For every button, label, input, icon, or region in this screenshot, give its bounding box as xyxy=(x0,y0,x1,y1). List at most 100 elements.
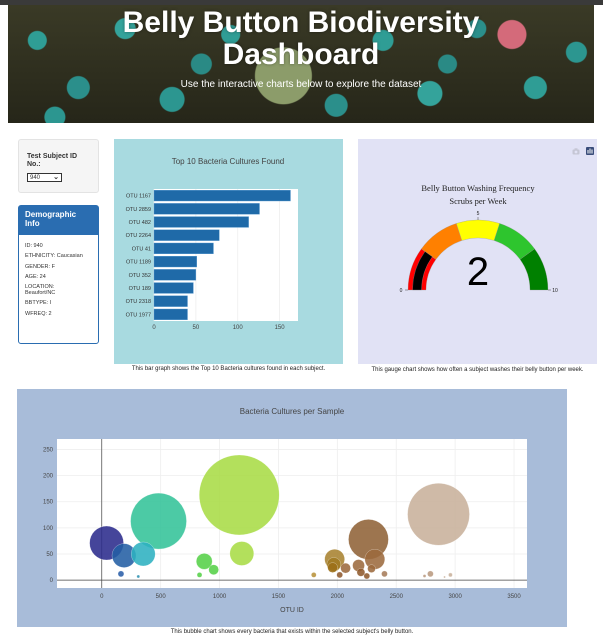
bubble-y-tick: 100 xyxy=(43,526,54,532)
bubble[interactable] xyxy=(407,483,470,546)
bar-x-tick: 100 xyxy=(233,325,244,331)
bar[interactable] xyxy=(153,308,188,321)
bar-y-label: OTU 1167 xyxy=(126,194,151,200)
bubble-chart-panel: Bacteria Cultures per Sample 0 500 1000 1500… xyxy=(17,389,567,627)
demographic-info-heading: Demographic Info xyxy=(19,206,98,235)
bubble-y-tick: 50 xyxy=(46,552,53,558)
bar-y-label: OTU 2318 xyxy=(126,299,151,305)
bar-y-label: OTU 352 xyxy=(129,273,151,279)
bar-chart-panel: Top 10 Bacteria Cultures Found 0 50 100 150 O… xyxy=(114,139,343,364)
demo-bbtype: BBTYPE: I xyxy=(25,300,52,307)
subject-selector-label: Test Subject ID No.: xyxy=(27,153,78,168)
gauge-step xyxy=(456,219,500,241)
gauge-tick-label: 0 xyxy=(400,288,403,294)
bubble[interactable] xyxy=(427,570,434,578)
bar-y-label: OTU 189 xyxy=(129,286,151,292)
demographic-info-body: ID: 940 ETHNICITY: Caucasian GENDER: F A… xyxy=(19,235,98,317)
bar[interactable] xyxy=(153,255,197,268)
bubble[interactable] xyxy=(196,572,203,578)
bubble-y-tick: 200 xyxy=(43,474,54,480)
bubble-y-tick: 150 xyxy=(43,500,54,506)
page-title: Belly Button Biodiversity Dashboard xyxy=(8,7,594,71)
bar-x-tick: 150 xyxy=(275,325,286,331)
bubble[interactable] xyxy=(195,553,213,570)
bubble[interactable] xyxy=(327,562,338,573)
bubble[interactable] xyxy=(336,571,343,579)
bubble[interactable] xyxy=(136,574,141,579)
gauge-value-bar xyxy=(412,251,433,291)
bubble[interactable] xyxy=(367,564,376,573)
gauge-tick-label: 10 xyxy=(552,288,558,294)
bubble[interactable] xyxy=(448,572,453,578)
gauge-chart-panel: Belly Button Washing Frequency Scrubs per… xyxy=(358,139,597,364)
bubble-x-tick: 3000 xyxy=(448,594,462,600)
bar-x-tick: 0 xyxy=(152,325,156,331)
bubble-y-tick: 0 xyxy=(50,578,54,584)
bar[interactable] xyxy=(153,295,188,307)
bubble-x-tick: 1500 xyxy=(272,594,286,600)
bubble[interactable] xyxy=(422,574,427,578)
plotly-logo-icon[interactable] xyxy=(586,142,594,155)
bubble-x-axis-label: OTU ID xyxy=(280,607,304,614)
demo-ethnicity: ETHNICITY: Caucasian xyxy=(25,253,83,260)
demo-id: ID: 940 xyxy=(25,243,43,249)
bubble[interactable] xyxy=(340,562,351,574)
bar[interactable] xyxy=(153,190,291,202)
bubble[interactable] xyxy=(356,568,366,577)
bar[interactable] xyxy=(153,229,220,241)
browser-top-bar xyxy=(0,0,603,5)
demo-location: LOCATION: Beaufort/NC xyxy=(25,284,56,297)
subject-id-value: 940 xyxy=(30,174,41,181)
bar-y-label: OTU 41 xyxy=(132,246,151,252)
bubble-x-tick: 2000 xyxy=(331,594,345,600)
page-title-line1: Belly Button Biodiversity xyxy=(122,6,480,39)
camera-icon[interactable] xyxy=(572,142,580,155)
bubble-x-tick: 3500 xyxy=(507,594,521,600)
bar-y-label: OTU 2859 xyxy=(126,207,151,213)
bar-chart-caption: This bar graph shows the Top 10 Bacteria… xyxy=(131,366,326,372)
chevron-down-icon: ⌄ xyxy=(53,174,59,181)
subject-id-select[interactable]: 940 ⌄ xyxy=(27,173,62,182)
bar-y-label: OTU 2264 xyxy=(126,233,151,239)
gauge-chart-caption: This gauge chart shows how often a subje… xyxy=(371,367,584,373)
bubble-chart-title: Bacteria Cultures per Sample xyxy=(240,407,345,416)
bubble[interactable] xyxy=(381,570,388,578)
header-jumbotron: Belly Button Biodiversity Dashboard Use … xyxy=(8,5,594,123)
bar-chart[interactable]: Top 10 Bacteria Cultures Found 0 50 100 150 O… xyxy=(114,139,343,364)
gauge-title: Belly Button Washing Frequency xyxy=(421,183,535,193)
demo-wfreq: WFREQ: 2 xyxy=(25,310,52,317)
bar-y-label: OTU 1977 xyxy=(126,312,151,318)
bubble[interactable] xyxy=(311,572,317,578)
bubble[interactable] xyxy=(130,541,156,567)
subject-selector-well: Test Subject ID No.: 940 ⌄ xyxy=(18,139,99,193)
bubble[interactable] xyxy=(198,454,280,536)
demo-gender: GENDER: F xyxy=(25,263,55,270)
bubble[interactable] xyxy=(208,564,219,575)
page-subtitle: Use the interactive charts below to expl… xyxy=(180,79,422,90)
bubble[interactable] xyxy=(130,492,187,550)
gauge-step xyxy=(519,248,549,291)
bar-chart-title: Top 10 Bacteria Cultures Found xyxy=(172,157,285,166)
bubble[interactable] xyxy=(443,575,446,579)
bar[interactable] xyxy=(153,216,249,228)
page-title-line2: Dashboard xyxy=(222,38,380,71)
bar-y-label: OTU 482 xyxy=(129,220,151,226)
gauge-value: 2 xyxy=(467,250,489,294)
bubble-x-tick: 1000 xyxy=(213,594,227,600)
bar-x-tick: 50 xyxy=(193,325,200,331)
gauge-chart[interactable]: Belly Button Washing Frequency Scrubs per… xyxy=(358,139,597,364)
bubble-y-tick: 250 xyxy=(43,447,54,453)
bar[interactable] xyxy=(153,282,194,294)
bar[interactable] xyxy=(153,269,197,281)
bubble[interactable] xyxy=(363,572,371,580)
bubble[interactable] xyxy=(117,570,125,578)
bubble-x-tick: 2500 xyxy=(390,594,404,600)
demographic-info-panel: Demographic Info ID: 940 ETHNICITY: Cauc… xyxy=(18,205,99,344)
bar[interactable] xyxy=(153,203,260,215)
bar[interactable] xyxy=(153,242,214,255)
bubble-x-tick: 0 xyxy=(100,594,104,600)
bar-y-label: OTU 1189 xyxy=(126,260,151,266)
bubble[interactable] xyxy=(229,541,255,566)
gauge-subtitle: Scrubs per Week xyxy=(449,196,507,206)
